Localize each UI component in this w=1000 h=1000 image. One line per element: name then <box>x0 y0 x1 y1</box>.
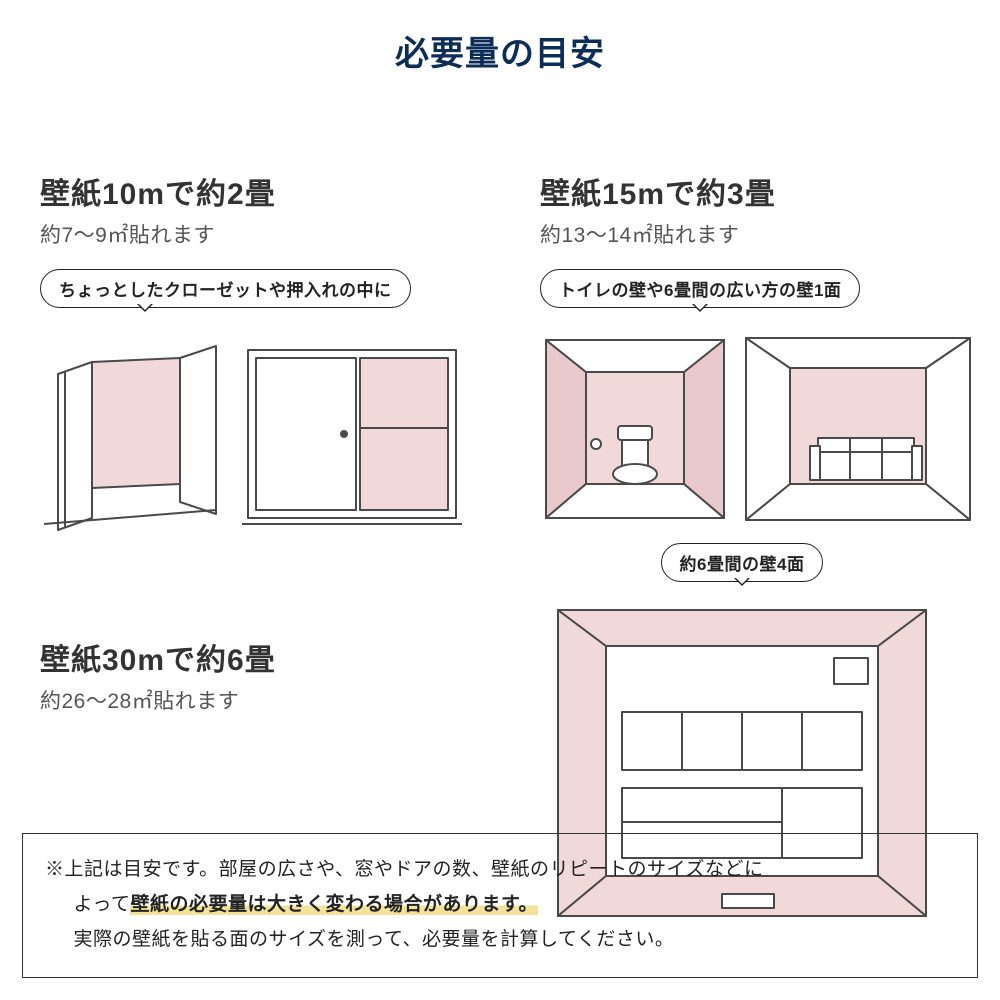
note-box: ※上記は目安です。部屋の広さや、窓やドアの数、壁紙のリピートのサイズなどに よっ… <box>22 833 978 978</box>
block-subtitle: 約13〜14㎡貼れます <box>540 219 974 249</box>
block-15m: 壁紙15mで約3畳 約13〜14㎡貼れます トイレの壁や6畳間の広い方の壁1面 <box>540 169 974 524</box>
illus-row <box>40 334 462 534</box>
note-highlight: 壁紙の必要量は大きく変わる場合があります。 <box>130 894 538 915</box>
page-title: 必要量の目安 <box>0 0 1000 75</box>
note-line-1: ※上記は目安です。部屋の広さや、窓やドアの数、壁紙のリピートのサイズなどに <box>45 852 955 887</box>
block-subtitle: 約26〜28㎡貼れます <box>40 685 276 715</box>
illus-row <box>540 334 974 524</box>
block-30m-text: 壁紙30mで約6畳 約26〜28㎡貼れます <box>40 635 276 715</box>
block-10m: 壁紙10mで約2畳 約7〜9㎡貼れます ちょっとしたクローゼットや押入れの中に <box>40 169 462 534</box>
block-bubble: トイレの壁や6畳間の広い方の壁1面 <box>540 269 860 308</box>
block-title: 壁紙10mで約2畳 <box>40 169 462 213</box>
note-line-3: 実際の壁紙を貼る面のサイズを測って、必要量を計算してください。 <box>45 922 955 957</box>
sliding-closet-icon <box>242 334 462 534</box>
closet-open-icon <box>40 334 220 534</box>
block-title: 壁紙30mで約6畳 <box>40 635 276 679</box>
content-grid: 壁紙10mで約2畳 約7〜9㎡貼れます ちょっとしたクローゼットや押入れの中に <box>0 75 1000 845</box>
note-line-2-prefix: よって <box>74 894 131 915</box>
block-subtitle: 約7〜9㎡貼れます <box>40 219 462 249</box>
block-bubble: 約6畳間の壁4面 <box>661 543 824 582</box>
toilet-room-icon <box>540 334 730 524</box>
living-accent-wall-icon <box>742 334 974 524</box>
block-bubble: ちょっとしたクローゼットや押入れの中に <box>40 269 411 308</box>
note-line-2: よって壁紙の必要量は大きく変わる場合があります。 <box>45 887 955 922</box>
block-title: 壁紙15mで約3畳 <box>540 169 974 213</box>
